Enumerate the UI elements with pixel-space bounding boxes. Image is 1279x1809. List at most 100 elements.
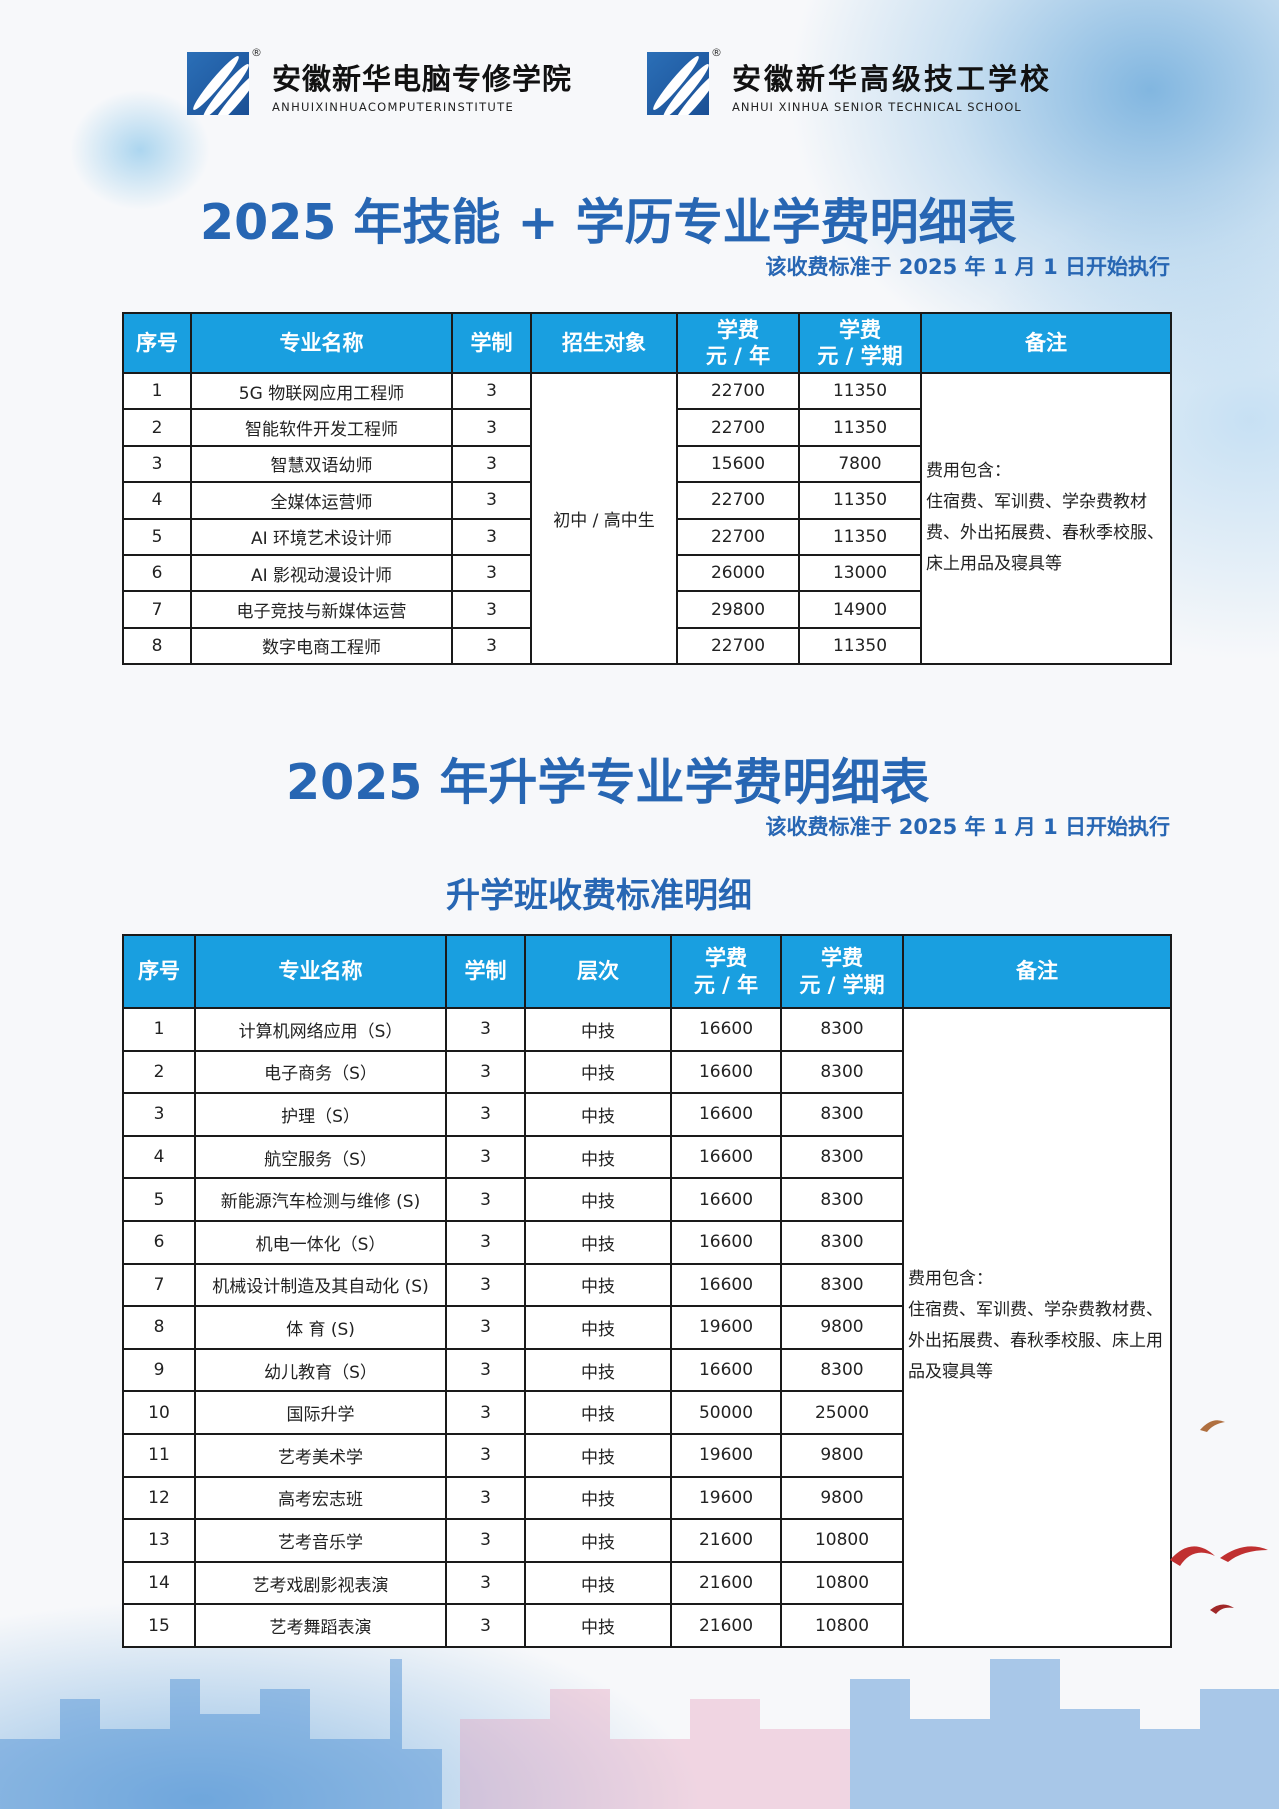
major-name: 智能软件开发工程师	[190, 408, 453, 447]
fee-per-term: 9800	[780, 1305, 904, 1350]
fee-per-term: 8300	[780, 1347, 904, 1393]
table-row: 12 高考宏志班 3 中技 19600 9800	[122, 1475, 1171, 1521]
remarks-title: 费用包含：	[926, 461, 1011, 481]
education-level: 中技	[524, 1177, 672, 1222]
skyline-building	[460, 1719, 550, 1809]
major-name: 航空服务（S）	[194, 1134, 447, 1180]
fee-per-year: 19600	[670, 1475, 782, 1521]
birds-decoration	[1170, 1420, 1268, 1614]
fee-remarks: 费用包含： 住宿费、军训费、学杂费教材费、外出拓展费、春秋季校服、床上用品及寝具等	[902, 1007, 1172, 1648]
major-name: 艺考戏剧影视表演	[194, 1560, 447, 1606]
major-name: 计算机网络应用（S）	[194, 1007, 447, 1052]
fee-per-year: 22700	[676, 408, 800, 447]
row-number: 1	[122, 371, 192, 411]
skyline-building	[1060, 1709, 1140, 1809]
row-number: 8	[122, 626, 192, 666]
major-name: 数字电商工程师	[190, 626, 453, 666]
skyline-building	[310, 1739, 390, 1809]
fee-per-year: 16600	[670, 1007, 782, 1052]
section1-title: 2025 年技能 + 学历专业学费明细表	[200, 194, 1017, 251]
table-row: 13 艺考音乐学 3 中技 21600 10800	[122, 1518, 1171, 1563]
fee-per-year: 19600	[670, 1432, 782, 1478]
major-name: 艺考美术学	[194, 1432, 447, 1478]
fee-per-term: 11350	[798, 371, 922, 411]
table-row: 3 智慧双语幼师 3 15600 7800	[122, 444, 1171, 484]
fee-per-year: 21600	[670, 1603, 782, 1648]
row-number: 10	[122, 1390, 196, 1435]
row-number: 9	[122, 1347, 196, 1393]
study-years: 3	[451, 371, 532, 411]
column-header: 序号	[122, 934, 196, 1009]
education-level: 中技	[524, 1518, 672, 1563]
education-level: 中技	[524, 1305, 672, 1350]
column-header: 备注	[902, 934, 1172, 1009]
study-years: 3	[451, 517, 532, 556]
row-number: 3	[122, 444, 192, 484]
table-row: 6 机电一体化（S） 3 中技 16600 8300	[122, 1219, 1171, 1265]
fee-remarks: 费用包含： 住宿费、军训费、学杂费教材费、外出拓展费、春秋季校服、床上用品及寝具等	[920, 371, 1172, 666]
column-header: 学费 元 / 年	[670, 934, 782, 1009]
fee-per-year: 16600	[670, 1049, 782, 1095]
row-number: 11	[122, 1432, 196, 1478]
logo-cn-name: 安徽新华电脑专修学院	[272, 62, 573, 96]
table-row: 1 5G 物联网应用工程师 3 初中 / 高中生 22700 11350 费用包含： 住宿费、…	[122, 371, 1172, 666]
column-header: 备注	[920, 312, 1172, 374]
fee-per-year: 16600	[670, 1347, 782, 1393]
registered-mark: ®	[711, 46, 722, 59]
row-number: 2	[122, 1049, 196, 1095]
row-number: 5	[122, 1177, 196, 1222]
column-header: 学制	[451, 312, 532, 374]
study-years: 3	[451, 481, 532, 520]
logo-en-name: ANHUIXINHUACOMPUTERINSTITUTE	[272, 100, 515, 114]
major-name: AI 环境艺术设计师	[190, 517, 453, 556]
enrollment-target: 初中 / 高中生	[530, 371, 678, 666]
remarks-title: 费用包含：	[908, 1269, 993, 1289]
row-number: 7	[122, 590, 192, 629]
logo-technical-school: ® 安徽新华高级技工学校 ANHUI XINHUA SENIOR TECHNIC…	[647, 46, 1052, 115]
skyline-building	[60, 1699, 100, 1809]
fee-per-year: 16600	[670, 1262, 782, 1308]
table-row: 9 幼儿教育（S） 3 中技 16600 8300	[122, 1347, 1171, 1393]
study-years: 3	[445, 1347, 526, 1393]
fee-per-term: 10800	[780, 1518, 904, 1563]
major-name: 护理（S）	[194, 1092, 447, 1137]
major-name: 艺考舞蹈表演	[194, 1603, 447, 1648]
row-number: 1	[122, 1007, 196, 1052]
fee-per-year: 22700	[676, 481, 800, 520]
table-row: 7 机械设计制造及其自动化 (S) 3 中技 16600 8300	[122, 1262, 1171, 1308]
education-level: 中技	[524, 1560, 672, 1606]
major-name: 艺考音乐学	[194, 1518, 447, 1563]
logo-mark-icon	[647, 52, 709, 115]
major-name: 机电一体化（S）	[194, 1219, 447, 1265]
registered-mark: ®	[251, 46, 262, 59]
skyline-building	[850, 1679, 910, 1809]
skyline-building	[990, 1659, 1060, 1809]
fee-per-year: 19600	[670, 1305, 782, 1350]
column-header: 序号	[122, 312, 192, 374]
row-number: 12	[122, 1475, 196, 1521]
fee-per-year: 15600	[676, 444, 800, 484]
column-header: 学费 元 / 年	[676, 312, 800, 374]
row-number: 6	[122, 1219, 196, 1265]
study-years: 3	[445, 1219, 526, 1265]
row-number: 4	[122, 481, 192, 520]
table-row: 11 艺考美术学 3 中技 19600 9800	[122, 1432, 1171, 1478]
remarks-body: 住宿费、军训费、学杂费教材费、外出拓展费、春秋季校服、床上用品及寝具等	[908, 1300, 1163, 1382]
major-name: 体 育 (S)	[194, 1305, 447, 1350]
remarks-body: 住宿费、军训费、学杂费教材费、外出拓展费、春秋季校服、床上用品及寝具等	[926, 492, 1164, 574]
skyline-building	[0, 1739, 60, 1809]
fee-per-term: 9800	[780, 1432, 904, 1478]
fee-per-year: 21600	[670, 1560, 782, 1606]
skyline-building	[100, 1729, 170, 1809]
row-number: 15	[122, 1603, 196, 1648]
fee-per-term: 11350	[798, 481, 922, 520]
education-level: 中技	[524, 1219, 672, 1265]
fee-per-term: 11350	[798, 517, 922, 556]
study-years: 3	[445, 1092, 526, 1137]
major-name: 机械设计制造及其自动化 (S)	[194, 1262, 447, 1308]
fee-per-term: 8300	[780, 1262, 904, 1308]
study-years: 3	[451, 590, 532, 629]
major-name: 新能源汽车检测与维修 (S)	[194, 1177, 447, 1222]
logo-computer-institute: ® 安徽新华电脑专修学院 ANHUIXINHUACOMPUTERINSTITUT…	[187, 46, 573, 115]
column-header: 招生对象	[530, 312, 678, 374]
